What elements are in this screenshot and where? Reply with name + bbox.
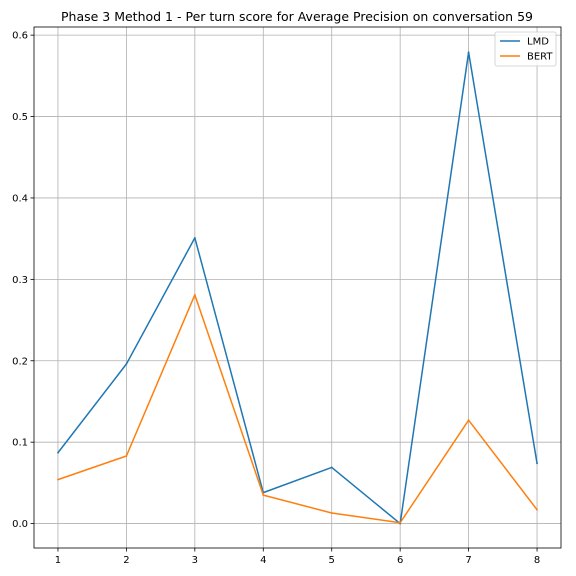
data-point <box>330 512 333 514</box>
data-point <box>467 51 470 54</box>
y-tick-label: 0.5 <box>12 112 28 123</box>
x-tick-label: 2 <box>123 555 129 566</box>
legend-label: BERT <box>527 52 553 63</box>
data-point <box>125 363 128 365</box>
chart-title: Phase 3 Method 1 - Per turn score for Av… <box>61 9 533 24</box>
y-tick-label: 0.1 <box>12 438 28 449</box>
data-point <box>536 508 538 511</box>
series-bert <box>57 293 538 524</box>
data-point <box>467 419 470 422</box>
x-tick-label: 8 <box>534 555 540 566</box>
data-point <box>399 521 402 524</box>
y-tick-label: 0.4 <box>12 193 28 204</box>
y-axis: 0.0 0.1 0.2 0.3 0.4 0.5 0.6 <box>12 31 34 530</box>
series-lines <box>57 51 538 525</box>
x-tick-label: 6 <box>397 555 403 566</box>
y-tick-label: 0.0 <box>12 519 28 530</box>
data-point <box>262 494 265 496</box>
legend: LMD BERT <box>494 31 557 67</box>
x-tick-label: 3 <box>192 555 198 566</box>
series-line-lmd <box>57 51 538 525</box>
data-point <box>193 293 196 296</box>
y-tick-label: 0.6 <box>12 31 28 42</box>
data-point <box>57 478 59 481</box>
y-tick-label: 0.3 <box>12 275 28 286</box>
y-tick-label: 0.2 <box>12 356 28 367</box>
x-tick-label: 7 <box>465 555 471 566</box>
data-point <box>193 236 196 239</box>
data-point <box>57 451 59 454</box>
data-point <box>125 455 128 457</box>
data-point <box>330 466 333 469</box>
x-tick-label: 4 <box>260 555 266 566</box>
data-point <box>536 462 538 465</box>
plot-frame <box>33 26 562 549</box>
legend-label: LMD <box>527 37 549 48</box>
grid-lines <box>34 27 561 548</box>
series-line-bert <box>57 294 538 524</box>
x-tick-label: 1 <box>55 555 61 566</box>
x-axis: 1 2 3 4 5 6 7 8 <box>55 548 540 566</box>
x-tick-label: 5 <box>329 555 335 566</box>
